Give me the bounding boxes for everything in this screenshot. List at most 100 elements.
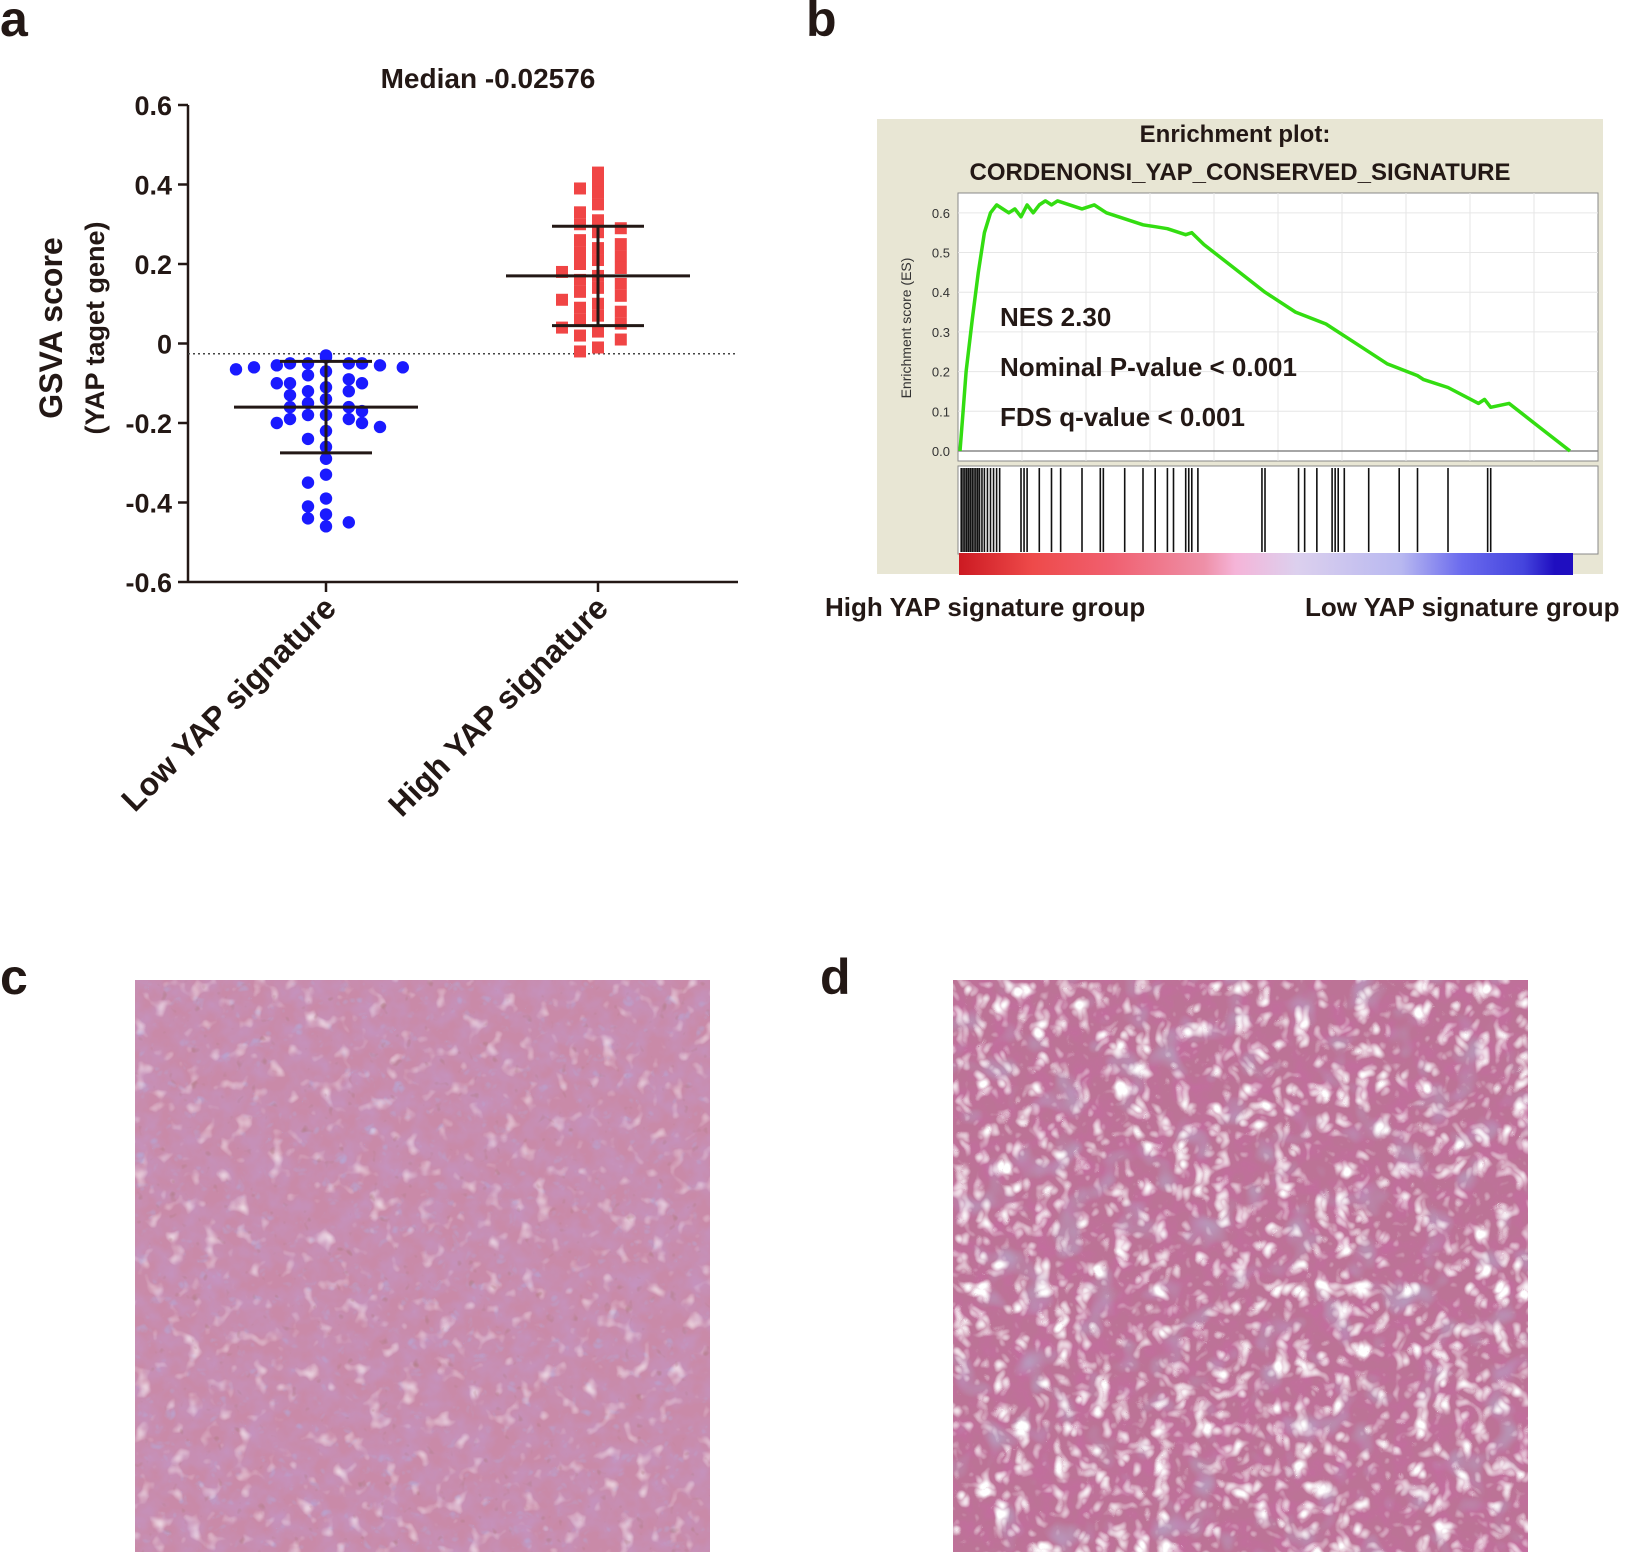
high-yap-point	[614, 277, 627, 290]
low-yap-point	[373, 359, 387, 372]
ihc-micrograph-c	[135, 980, 710, 1552]
es-running-line	[958, 199, 1572, 453]
enrichment-title-line1: Enrichment plot:	[1140, 121, 1331, 148]
low-yap-point	[396, 361, 409, 374]
high-yap-point	[574, 345, 586, 358]
high-yap-point	[574, 182, 586, 195]
low-yap-point	[355, 357, 369, 370]
panel-letter-d: d	[820, 949, 851, 1005]
es-y-tick-label: 0.1	[932, 404, 950, 419]
low-yap-point	[319, 492, 333, 505]
low-yap-point	[270, 416, 283, 430]
high-yap-point	[592, 214, 604, 227]
low-yap-point	[319, 349, 333, 362]
low-yap-point	[301, 408, 315, 422]
y-axis-label: GSVA score	[33, 237, 69, 418]
low-yap-point	[342, 385, 355, 398]
high-yap-point	[574, 246, 586, 259]
chart-title: Median -0.02576	[381, 63, 596, 94]
panel-b-enrichment-plot: Enrichment plot: CORDENONSI_YAP_CONSERVE…	[800, 0, 1647, 660]
low-yap-point	[301, 500, 315, 513]
high-yap-point	[574, 258, 586, 270]
high-yap-point	[614, 222, 627, 235]
panel-letter-c: c	[0, 949, 28, 1005]
low-yap-point	[229, 363, 243, 376]
y-axis-sublabel: (YAP taget gene)	[80, 221, 110, 434]
high-yap-point	[556, 293, 568, 306]
y-tick-label: 0.6	[134, 91, 172, 121]
low-yap-point	[373, 420, 387, 434]
high-yap-point	[614, 317, 627, 330]
high-yap-point	[614, 238, 627, 251]
es-y-tick-label: 0.2	[932, 365, 950, 380]
low-yap-point	[283, 388, 297, 402]
low-yap-group-label: Low YAP signature group	[1305, 592, 1620, 622]
panel-d-micrograph	[800, 930, 1647, 1552]
x-category-label: Low YAP signature	[114, 589, 343, 818]
y-tick-label: -0.2	[125, 409, 172, 439]
es-y-tick-label: 0.0	[932, 444, 950, 459]
high-yap-point	[614, 261, 627, 274]
panel-letter-b: b	[806, 0, 837, 47]
low-yap-point	[301, 357, 315, 370]
low-yap-point	[301, 512, 315, 525]
low-yap-point	[342, 516, 355, 529]
high-yap-point	[556, 321, 568, 334]
low-yap-point	[270, 377, 283, 390]
high-yap-point	[574, 234, 586, 247]
high-yap-point	[614, 333, 627, 346]
panel-c-micrograph	[0, 930, 760, 1552]
ihc-micrograph-d	[953, 980, 1528, 1552]
hits-area	[957, 465, 1599, 555]
y-tick-label: -0.4	[125, 489, 172, 519]
es-y-axis-label: Enrichment score (ES)	[898, 258, 914, 399]
low-yap-point	[301, 432, 315, 446]
high-yap-point	[574, 285, 586, 298]
x-axis	[188, 580, 738, 592]
low-yap-point	[270, 359, 283, 372]
low-yap-point	[301, 476, 315, 489]
q-value-annotation: FDS q-value < 0.001	[1000, 402, 1245, 432]
high-yap-point	[574, 329, 586, 342]
low-yap-point	[342, 357, 355, 370]
es-curve	[958, 199, 1572, 453]
high-yap-group-label: High YAP signature group	[825, 592, 1146, 622]
high-yap-point	[574, 206, 586, 219]
high-yap-point	[574, 313, 586, 326]
enrichment-title-line2: CORDENONSI_YAP_CONSERVED_SIGNATURE	[969, 159, 1510, 186]
x-category-label: High YAP signature	[381, 589, 615, 823]
high-yap-point	[574, 218, 586, 231]
high-yap-point	[614, 305, 627, 318]
gsva-scatter-chart: Median -0.02576 GSVA score (YAP taget ge…	[33, 63, 738, 823]
low-yap-point	[247, 361, 261, 374]
gene-hit-bars	[960, 468, 1492, 552]
panel-a-scatter-plot: Median -0.02576 GSVA score (YAP taget ge…	[0, 0, 760, 880]
high-yap-point	[592, 186, 604, 199]
es-y-ticks: 0.6 0.5 0.4 0.3 0.2 0.1 0.0	[932, 206, 950, 459]
es-y-tick-label: 0.4	[932, 285, 950, 300]
high-yap-point	[574, 301, 586, 314]
low-yap-point	[319, 468, 333, 481]
high-yap-point	[592, 166, 604, 179]
y-tick-label: 0.4	[134, 171, 172, 201]
es-gridlines	[958, 193, 1598, 461]
data-points	[229, 166, 627, 533]
enrichment-plot-chart: Enrichment plot: CORDENONSI_YAP_CONSERVE…	[877, 119, 1603, 575]
error-bars	[234, 224, 690, 455]
high-yap-point	[592, 198, 604, 211]
es-y-tick-label: 0.5	[932, 246, 950, 261]
rank-metric-colorbar	[959, 553, 1573, 575]
high-yap-point	[614, 250, 627, 263]
low-yap-point	[342, 373, 355, 386]
high-yap-point	[592, 325, 604, 338]
low-yap-point	[301, 385, 315, 398]
p-value-annotation: Nominal P-value < 0.001	[1000, 352, 1297, 382]
low-yap-point	[319, 452, 333, 465]
low-yap-point	[301, 369, 315, 382]
low-yap-point	[283, 377, 297, 390]
low-yap-point	[319, 508, 333, 521]
es-y-tick-label: 0.6	[932, 206, 950, 221]
low-yap-point	[355, 416, 369, 430]
x-tick-labels: Low YAP signature High YAP signature	[114, 589, 615, 823]
y-axis: 0.6 0.4 0.2 0 -0.2 -0.4 -0.6	[125, 91, 190, 598]
